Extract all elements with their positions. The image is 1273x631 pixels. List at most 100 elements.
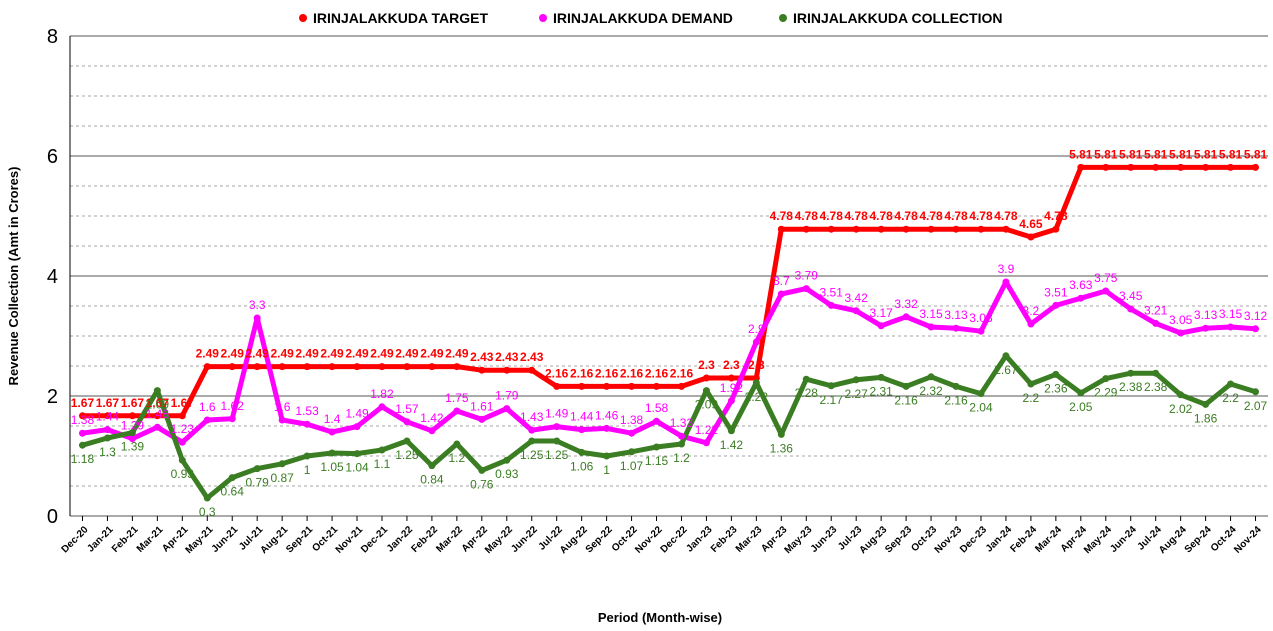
data-point: [877, 322, 885, 330]
data-label: 1.46: [595, 408, 619, 422]
data-point: [1002, 278, 1010, 286]
data-label: 2.49: [295, 347, 319, 361]
data-point: [228, 474, 236, 482]
data-label: 3.51: [820, 285, 844, 299]
data-point: [453, 407, 461, 415]
x-tick-label: May-23: [783, 524, 815, 556]
data-point: [278, 416, 286, 424]
data-label: 3.7: [773, 274, 790, 288]
x-tick-label: Dec-21: [359, 524, 390, 555]
data-label: 3.21: [1144, 303, 1168, 317]
data-label: 3.32: [894, 297, 918, 311]
data-label: 2.9: [748, 322, 765, 336]
data-label: 0.64: [221, 485, 245, 499]
data-label: 1.48: [146, 407, 170, 421]
data-point: [677, 432, 685, 440]
x-tick-label: Jan-23: [684, 524, 714, 554]
data-label: 1.6: [274, 400, 291, 414]
x-tick-label: Dec-22: [659, 524, 690, 555]
data-label: 1.61: [470, 399, 494, 413]
data-label: 3.17: [869, 306, 893, 320]
data-label: 5.81: [1094, 147, 1118, 161]
data-label: 1.42: [720, 438, 744, 452]
data-label: 3.08: [969, 311, 993, 325]
data-point: [752, 379, 760, 387]
data-point: [1102, 287, 1110, 295]
data-point: [1002, 225, 1010, 233]
data-label: 2.16: [595, 366, 619, 380]
data-label: 2.29: [1094, 386, 1118, 400]
data-point: [877, 225, 885, 233]
data-point: [1102, 163, 1110, 171]
data-label: 2.22: [745, 390, 769, 404]
data-point: [827, 225, 835, 233]
data-label: 2.16: [570, 366, 594, 380]
data-label: 1.05: [320, 460, 344, 474]
data-point: [1152, 369, 1160, 377]
data-point: [1027, 320, 1035, 328]
data-label: 5.81: [1244, 147, 1268, 161]
data-point: [328, 428, 336, 436]
data-point: [353, 450, 361, 458]
data-point: [403, 437, 411, 445]
data-label: 3.79: [795, 269, 819, 283]
data-label: 4.65: [1019, 217, 1043, 231]
y-tick-label: 2: [47, 386, 58, 408]
data-point: [852, 225, 860, 233]
data-point: [178, 412, 186, 420]
data-label: 2.05: [1069, 400, 1093, 414]
legend-label: IRINJALAKKUDA TARGET: [313, 10, 488, 26]
data-label: 0.93: [495, 467, 519, 481]
data-label: 2.04: [969, 401, 993, 415]
data-label: 4.78: [944, 209, 968, 223]
data-point: [603, 424, 611, 432]
data-label: 2.3: [748, 358, 765, 372]
data-label: 3.42: [845, 291, 869, 305]
data-point: [253, 314, 261, 322]
data-label: 1.6: [199, 400, 216, 414]
data-label: 1.36: [770, 441, 794, 455]
data-label: 0.93: [171, 467, 195, 481]
data-label: 1.44: [96, 410, 120, 424]
data-point: [677, 440, 685, 448]
data-label: 5.81: [1219, 147, 1243, 161]
x-axis-title: Period (Month-wise): [598, 610, 722, 625]
data-label: 3.51: [1044, 285, 1068, 299]
data-label: 2.49: [420, 347, 444, 361]
data-point: [653, 417, 661, 425]
data-point: [153, 412, 161, 420]
x-tick-label: May-24: [1082, 524, 1114, 556]
data-point: [603, 382, 611, 390]
data-label: 4.78: [845, 209, 869, 223]
series-line: [82, 279, 1256, 446]
y-axis-title: Revenue Collection (Amt in Crores): [6, 167, 21, 386]
data-label: 1.2: [449, 451, 466, 465]
data-label: 2.38: [1119, 380, 1143, 394]
data-point: [578, 382, 586, 390]
data-point: [453, 440, 461, 448]
data-label: 1.4: [324, 412, 341, 426]
data-label: 4.78: [795, 209, 819, 223]
data-label: 1.49: [345, 407, 369, 421]
data-point: [1077, 163, 1085, 171]
data-point: [927, 373, 935, 381]
data-label: 2.16: [645, 366, 669, 380]
data-point: [78, 412, 86, 420]
data-label: 1.18: [71, 452, 95, 466]
data-point: [478, 466, 486, 474]
data-label: 3.45: [1119, 289, 1143, 303]
data-label: 2.49: [370, 347, 394, 361]
data-point: [528, 426, 536, 434]
data-label: 1.44: [570, 410, 594, 424]
data-label: 1.43: [520, 410, 544, 424]
x-tick-label: Feb-24: [1008, 524, 1039, 555]
data-point: [752, 374, 760, 382]
data-label: 3.13: [1194, 308, 1218, 322]
data-point: [653, 443, 661, 451]
data-label: 1.79: [495, 389, 519, 403]
data-point: [628, 448, 636, 456]
x-tick-label: Mar-21: [135, 524, 166, 555]
x-tick-label: Sep-24: [1183, 524, 1214, 555]
data-point: [752, 338, 760, 346]
data-label: 2.3: [723, 358, 740, 372]
